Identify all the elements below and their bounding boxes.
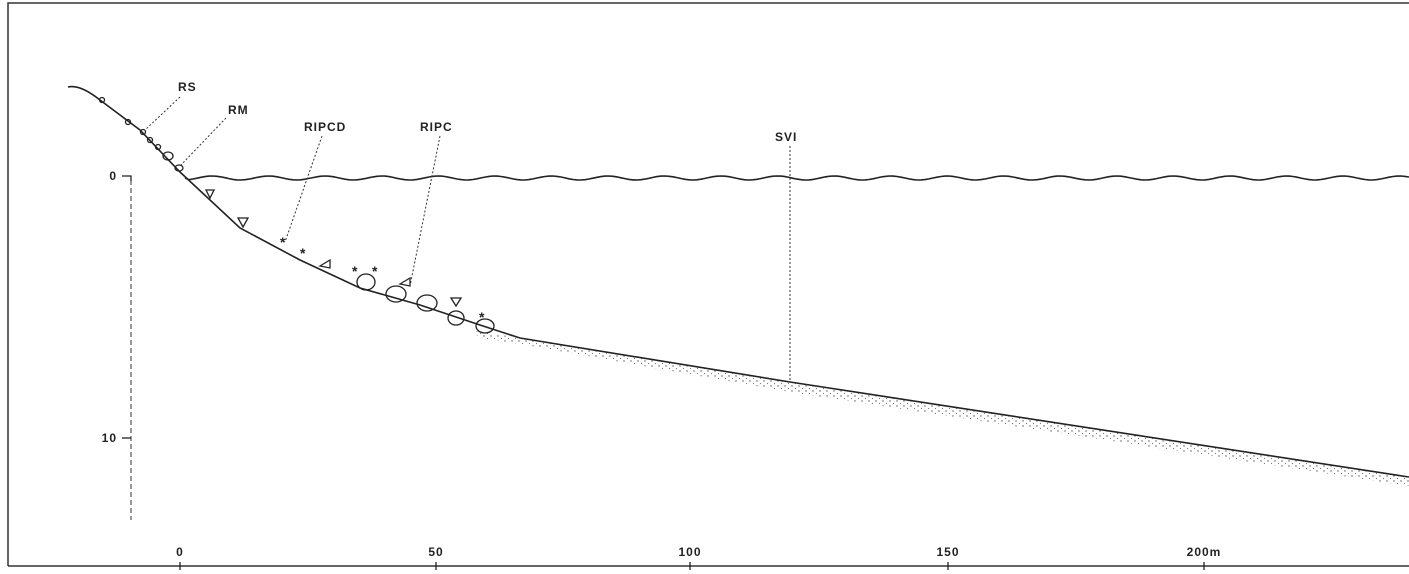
depth-tick-label: 10	[102, 431, 117, 445]
distance-tick-label: 200m	[1187, 545, 1222, 559]
distance-tick-label: 150	[936, 545, 959, 559]
leader-line	[145, 97, 180, 130]
sponge: *	[300, 245, 306, 261]
water-surface-group	[185, 176, 1409, 180]
profile-diagram: * * * * * RS RM RIPCD RIPC SVI 0 10 0501…	[0, 0, 1409, 574]
depth-tick	[122, 176, 131, 181]
sponge: *	[372, 263, 378, 279]
shell	[320, 260, 330, 268]
shell	[451, 298, 461, 306]
zone-label: RIPCD	[304, 120, 346, 134]
boulder	[448, 311, 464, 325]
sponge: *	[479, 309, 485, 325]
seabed-profile	[68, 87, 1409, 477]
leader-line	[180, 118, 226, 166]
distance-tick-label: 100	[678, 545, 701, 559]
zone-label: RIPC	[420, 120, 453, 134]
boulder	[386, 286, 406, 302]
shell	[400, 278, 410, 286]
depth-tick-label: 0	[109, 169, 117, 183]
water-surface	[185, 176, 1409, 180]
distance-tick-label: 50	[428, 545, 443, 559]
shell	[238, 218, 248, 227]
distance-tick-label: 0	[176, 545, 184, 559]
zone-label: SVI	[775, 130, 797, 144]
zone-label: RM	[228, 103, 249, 117]
sponge: *	[352, 263, 358, 279]
leader-line	[285, 136, 322, 242]
frame	[8, 3, 1409, 566]
boulder	[417, 295, 437, 311]
leader-line	[410, 136, 440, 286]
zone-label: RS	[178, 80, 197, 94]
